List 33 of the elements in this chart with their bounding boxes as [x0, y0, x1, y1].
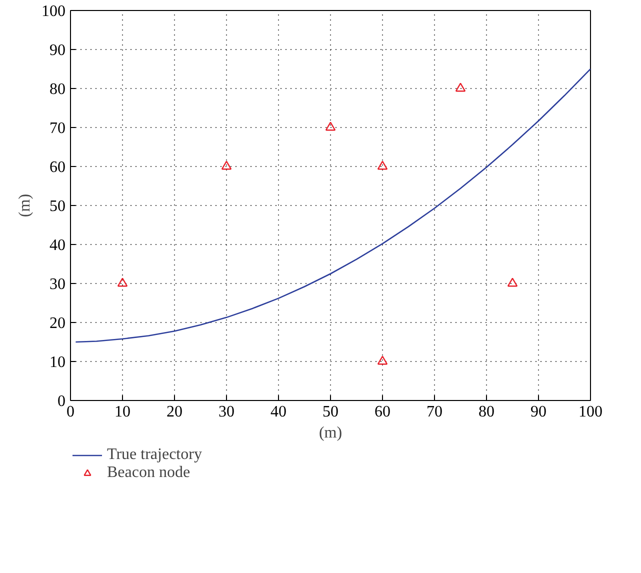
x-tick-label: 60: [374, 404, 390, 420]
y-tick-label: 40: [50, 237, 66, 254]
y-tick-label: 70: [50, 120, 66, 137]
x-tick-label: 80: [478, 404, 494, 420]
point: [117, 278, 128, 287]
point: [377, 160, 388, 170]
line-series: [75, 68, 590, 343]
y-tick-label: 20: [50, 315, 66, 332]
x-tick-label: 10: [114, 404, 130, 420]
point: [325, 122, 336, 131]
y-tick-label: 50: [50, 198, 66, 215]
point: [377, 356, 388, 365]
point: [507, 278, 518, 287]
x-tick-label: 50: [322, 404, 338, 420]
y-axis-title: (m): [16, 194, 34, 218]
x-tick-label: 90: [530, 404, 546, 420]
x-tick-label: 30: [218, 404, 234, 420]
legend-label: Beacon node: [107, 464, 190, 482]
point: [221, 160, 232, 170]
y-tick-label: 10: [50, 354, 66, 371]
legend-label: True trajectory: [107, 446, 202, 464]
x-tick-label: 100: [578, 404, 602, 420]
point: [455, 82, 466, 92]
x-tick-label: 70: [426, 404, 442, 420]
y-tick-label: 80: [50, 81, 66, 98]
y-tick-label: 90: [50, 42, 66, 59]
x-tick-label: 20: [166, 404, 182, 420]
y-tick-label: 60: [50, 159, 66, 176]
x-tick-label: 40: [270, 404, 286, 420]
y-tick-label: 0: [58, 393, 66, 410]
x-axis-title: (m): [318, 424, 342, 442]
y-tick-label: 30: [50, 276, 66, 293]
y-tick-label: 100: [42, 3, 66, 20]
